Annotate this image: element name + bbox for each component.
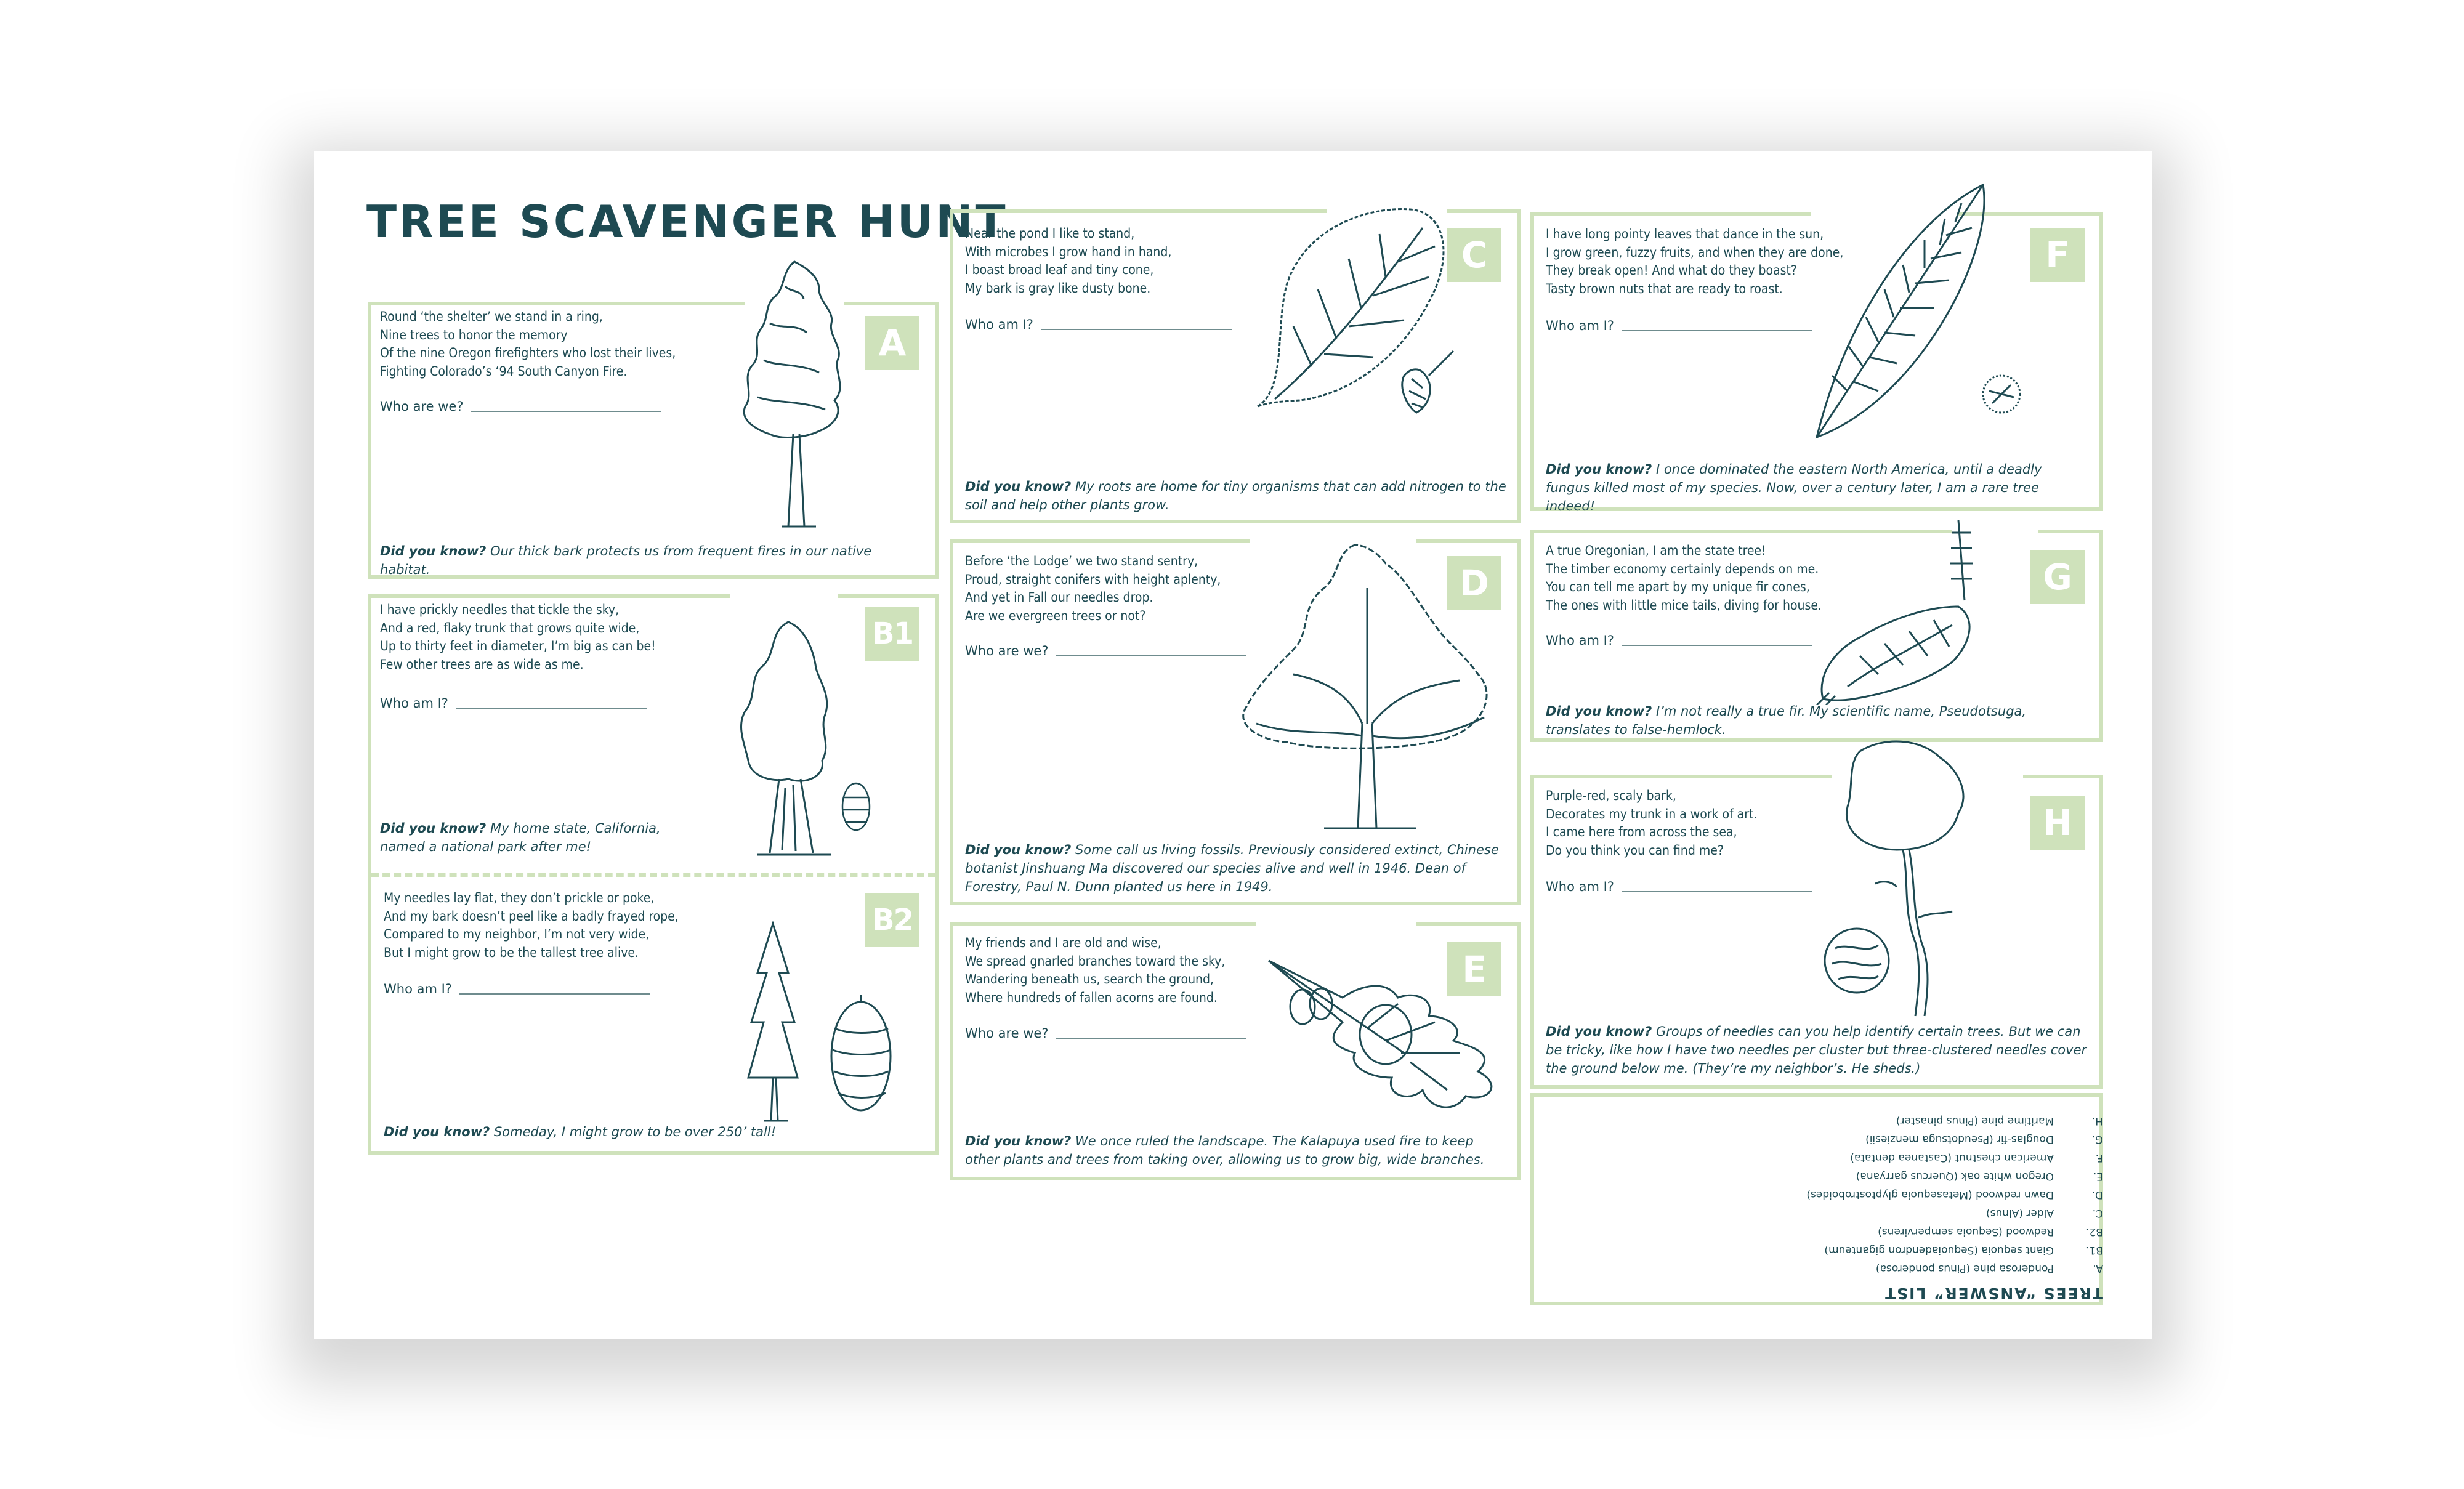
answer-item: B2.Redwood (Sequoia sempervirens) [1878, 1225, 2103, 1238]
answer-field-g[interactable]: Who am I? [1546, 633, 1812, 648]
poem-g: A true Oregonian, I am the state tree! T… [1546, 543, 1822, 613]
badge-a: A [865, 316, 919, 370]
did-you-know-c: Did you know? My roots are home for tiny… [965, 479, 1506, 512]
redwood-illustration [747, 920, 892, 1122]
alder-leaf-illustration [1257, 208, 1455, 414]
badge-h: H [2030, 796, 2085, 850]
did-you-know-a: Did you know? Our thick bark protects us… [380, 544, 872, 577]
did-you-know-d: Did you know? Some call us living fossil… [965, 842, 1499, 894]
poem-h: Purple-red, scaly bark, Decorates my tru… [1546, 788, 1758, 858]
douglas-fir-cone-illustration [1816, 520, 1973, 705]
page-title: TREE SCAVENGER HUNT [366, 196, 1008, 248]
badge-f: F [2030, 228, 2085, 282]
card-c [950, 209, 1521, 523]
maritime-pine-illustration [1824, 740, 1965, 1017]
answer-item: H.Maritime pine (Pinus pinaster) [1896, 1115, 2103, 1127]
answer-item: F.American chestnut (Castanea dentata) [1850, 1152, 2103, 1164]
badge-d: D [1447, 556, 1501, 610]
badge-g: G [2030, 550, 2085, 604]
answer-item: A.Ponderosa pine (Pinus ponderosa) [1875, 1262, 2103, 1275]
answer-field-b2[interactable]: Who am I? [384, 982, 650, 996]
badge-b1: B1 [865, 607, 919, 661]
card-answer-list [1530, 1093, 2103, 1305]
answer-field-f[interactable]: Who am I? [1546, 318, 1812, 333]
answer-field-a[interactable]: Who are we? [380, 399, 662, 414]
dawn-redwood-illustration [1242, 544, 1488, 829]
card-h [1530, 775, 2103, 1089]
badge-b2: B2 [865, 893, 919, 947]
answer-field-e[interactable]: Who are we? [965, 1026, 1247, 1041]
badge-e: E [1447, 942, 1501, 996]
card-d [950, 539, 1521, 905]
card-b [368, 594, 939, 1155]
did-you-know-g: Did you know? I’m not really a true fir.… [1546, 704, 2027, 737]
poem-e: My friends and I are old and wise, We sp… [965, 935, 1226, 1005]
did-you-know-e: Did you know? We once ruled the landscap… [965, 1134, 1485, 1167]
card-g [1530, 530, 2103, 742]
poem-d: Before ‘the Lodge’ we two stand sentry, … [965, 554, 1221, 623]
answer-item: E.Oregon white oak (Quercus garryana) [1856, 1170, 2103, 1182]
answer-field-h[interactable]: Who am I? [1546, 879, 1812, 894]
poem-b2: My needles lay flat, they don’t prickle … [384, 890, 679, 960]
did-you-know-h: Did you know? Groups of needles can you … [1546, 1024, 2087, 1076]
answer-item: D.Dawn redwood (Metasequoia glyptostrobo… [1806, 1188, 2103, 1201]
answer-list: TREES “ANSWER” LIST A.Ponderosa pine (Pi… [1567, 1102, 2103, 1305]
poem-c: Near the pond I like to stand, With micr… [965, 226, 1172, 296]
answer-item: C.Alder (Alnus) [1985, 1207, 2103, 1219]
badge-c: C [1447, 228, 1501, 282]
poem-a: Round ‘the shelter’ we stand in a ring, … [380, 309, 676, 379]
poem-f: I have long pointy leaves that dance in … [1546, 227, 1844, 296]
answer-field-b1[interactable]: Who am I? [380, 696, 647, 711]
answer-list-heading: TREES “ANSWER” LIST [1884, 1285, 2103, 1302]
b-divider [371, 873, 935, 877]
did-you-know-f: Did you know? I once dominated the easte… [1546, 462, 2042, 514]
answer-item: B1.Giant sequoia (Sequoiadendron gigante… [1824, 1244, 2103, 1256]
chestnut-leaf-illustration [1815, 183, 2021, 439]
oak-leaf-illustration [1268, 959, 1493, 1108]
answer-field-d[interactable]: Who are we? [965, 644, 1247, 658]
did-you-know-b1: Did you know? My home state, California,… [380, 821, 661, 854]
card-e [950, 922, 1521, 1180]
answer-item: G.Douglas-fir (Pseudotsuga menziesii) [1865, 1133, 2103, 1145]
giant-sequoia-illustration [740, 621, 871, 856]
card-a [368, 302, 939, 579]
poem-b1: I have prickly needles that tickle the s… [380, 602, 656, 672]
answer-field-c[interactable]: Who am I? [965, 317, 1232, 332]
did-you-know-b2: Did you know? Someday, I might grow to b… [384, 1124, 777, 1139]
ponderosa-pine-illustration [743, 260, 841, 528]
